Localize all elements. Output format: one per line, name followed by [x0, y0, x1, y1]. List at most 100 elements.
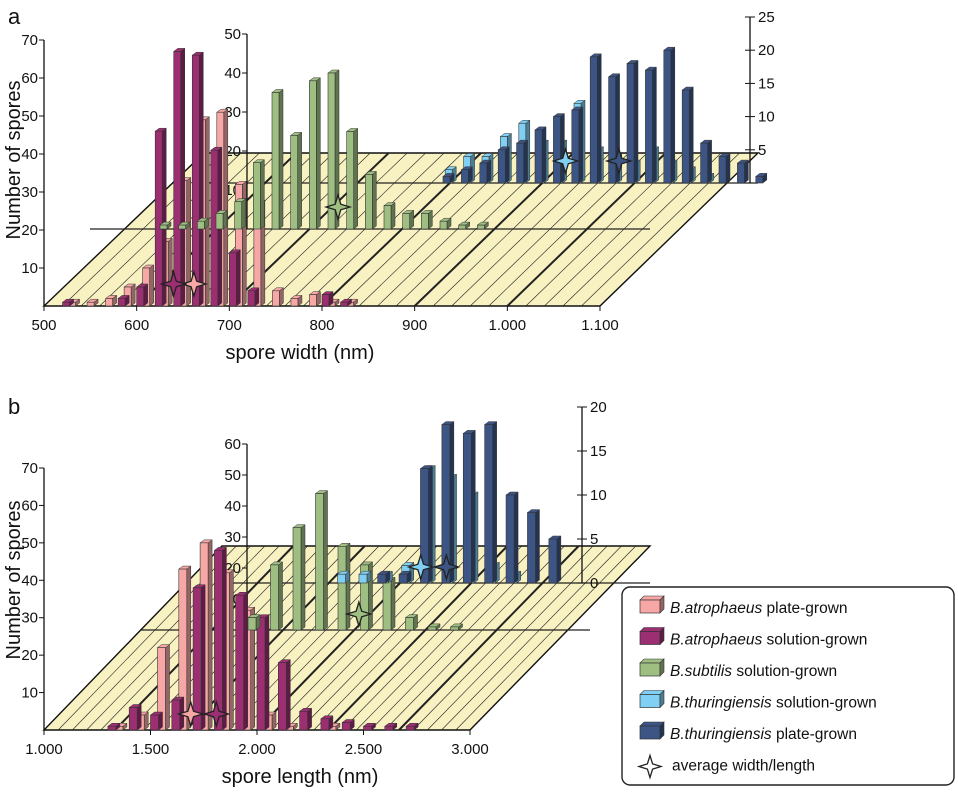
panel-a-x-tick-label: 700 [217, 317, 242, 334]
panel-a-bar-front [626, 63, 635, 184]
legend-swatch [639, 599, 661, 614]
panel-a-bar-front [340, 301, 348, 307]
panel-b-bar-side [513, 491, 519, 584]
panel-b-bar-front [235, 594, 244, 731]
panel-b-hatch-line [441, 545, 622, 731]
panel-a-bar-side [278, 89, 284, 230]
panel-b-bar [192, 584, 206, 731]
panel-a-bar-side [205, 116, 210, 307]
panel-a-letter: a [8, 4, 21, 29]
panel-b-bar-front [462, 433, 472, 584]
panel-b-bar-side [207, 539, 213, 731]
panel-a-bar-side [180, 47, 185, 307]
panel-a-bar-front [755, 176, 764, 184]
panel-a-bar [321, 291, 334, 307]
panel-b-bar-front [157, 647, 166, 731]
panel-a-average-marker [159, 269, 188, 299]
panel-a-bar [252, 159, 266, 230]
panel-b-average-marker [344, 599, 374, 629]
panel-b-bar-side [390, 576, 396, 631]
panel-b-bar-front [192, 587, 202, 731]
panel-a-bar-front [383, 205, 392, 230]
panel-b-bar [419, 465, 434, 584]
panel-a-bar [172, 47, 186, 307]
panel-b-bar-front [484, 424, 493, 584]
panel-b-y-tick-label: 50 [224, 467, 241, 484]
panel-a-bar [626, 59, 639, 184]
legend-entry: average width/length [672, 758, 815, 775]
panel-a-bar [289, 131, 303, 230]
panel-b-bar-front [337, 573, 346, 584]
panel-b-bar [128, 704, 142, 731]
panel-a-bar-side [390, 202, 396, 230]
panel-a-bar-side [297, 131, 302, 230]
panel-b-x-axis: 1.000 1.500 2.000 2.500 3.000 [25, 730, 489, 758]
panel-a-bar [135, 283, 149, 307]
panel-a-bar-side [143, 283, 148, 307]
panel-b-bar [376, 570, 391, 584]
panel-b-bar-side [136, 704, 142, 731]
panel-a-y-tick-label: 10 [758, 109, 775, 126]
panel-a-bar-front [497, 149, 506, 184]
panel-a-y-tick-label: 50 [224, 26, 241, 43]
panel-b-bar [234, 591, 249, 731]
panel-a-bar-front [718, 156, 727, 184]
panel-a-x-tick-label: 600 [124, 317, 149, 334]
panel-b-bar-side [535, 509, 540, 584]
panel-b-bar [320, 715, 334, 731]
panel-b-bar [449, 623, 464, 631]
panel-b-y-tick-label: 10 [21, 685, 38, 702]
panel-a-bar [681, 86, 694, 184]
panel-b: b 1.000 1.500 2.000 2.500 3.000 spore length … [3, 394, 652, 788]
panel-a-y-tick-label: 40 [224, 65, 241, 82]
panel-b-bar-front [214, 550, 223, 731]
panel-a-y-tick-label: 20 [758, 42, 775, 59]
panel-a-bar [699, 139, 713, 184]
panel-a-bar-front [346, 131, 354, 230]
panel-a-bar-side [523, 139, 528, 184]
panel-b-y-tick-label: 60 [21, 497, 38, 514]
panel-b-bar-front [341, 722, 351, 731]
panel-a-bar-side [504, 146, 510, 184]
panel-b-y-tick-label: 0 [590, 575, 598, 592]
panel-a-bar-front [321, 294, 330, 307]
panel-a-bar [755, 172, 768, 184]
panel-a-x-tick-label: 900 [402, 317, 427, 334]
panel-b-hatch-line [427, 545, 608, 731]
panel-b-bar-front [315, 493, 324, 631]
panel-b-bar-side [165, 644, 170, 731]
panel-a-bar-front [439, 220, 448, 230]
panel-a-bar-side [725, 152, 731, 184]
panel-a-bar [718, 152, 731, 184]
panel-b-bar-front [441, 424, 451, 584]
panel-a-bar-front [229, 252, 237, 307]
panel-a-bar-side [241, 198, 246, 230]
panel-b-x-axis-label: spore length (nm) [222, 766, 379, 788]
panel-a-bar [534, 126, 547, 184]
panel-b-bar-front [420, 468, 429, 584]
panel-a-y-tick-label: 5 [758, 142, 766, 159]
panel-b-bar-side [492, 421, 497, 584]
panel-a-bar-front [553, 116, 561, 184]
panel-a-bar [61, 298, 75, 307]
panel-b-y-axis-1: 10 20 30 40 50 60 70 [21, 460, 45, 730]
panel-a-bar [271, 89, 284, 230]
panel-a-bar-side [149, 264, 154, 307]
panel-a-bar [479, 159, 492, 184]
legend-description: solution-grown [732, 663, 837, 680]
panel-a-bar-side [161, 127, 167, 307]
legend-swatch-side [659, 658, 665, 677]
panel-b-bar-side [222, 546, 227, 731]
panel-a-bar [177, 221, 191, 230]
panel-b-y-tick-label: 20 [21, 647, 38, 664]
panel-b-bar [337, 542, 351, 631]
panel-b-bar-front [398, 573, 408, 584]
panel-b-bar [298, 707, 313, 731]
panel-a-bar-front [191, 54, 200, 307]
panel-a-bar-front [197, 220, 205, 230]
panel-a-bar-front [215, 213, 224, 230]
panel-a-bar [383, 202, 396, 230]
panel-b-y-tick-label: 60 [224, 436, 241, 453]
panel-a-bar-front [173, 51, 182, 307]
panel-a-bar [233, 198, 247, 230]
